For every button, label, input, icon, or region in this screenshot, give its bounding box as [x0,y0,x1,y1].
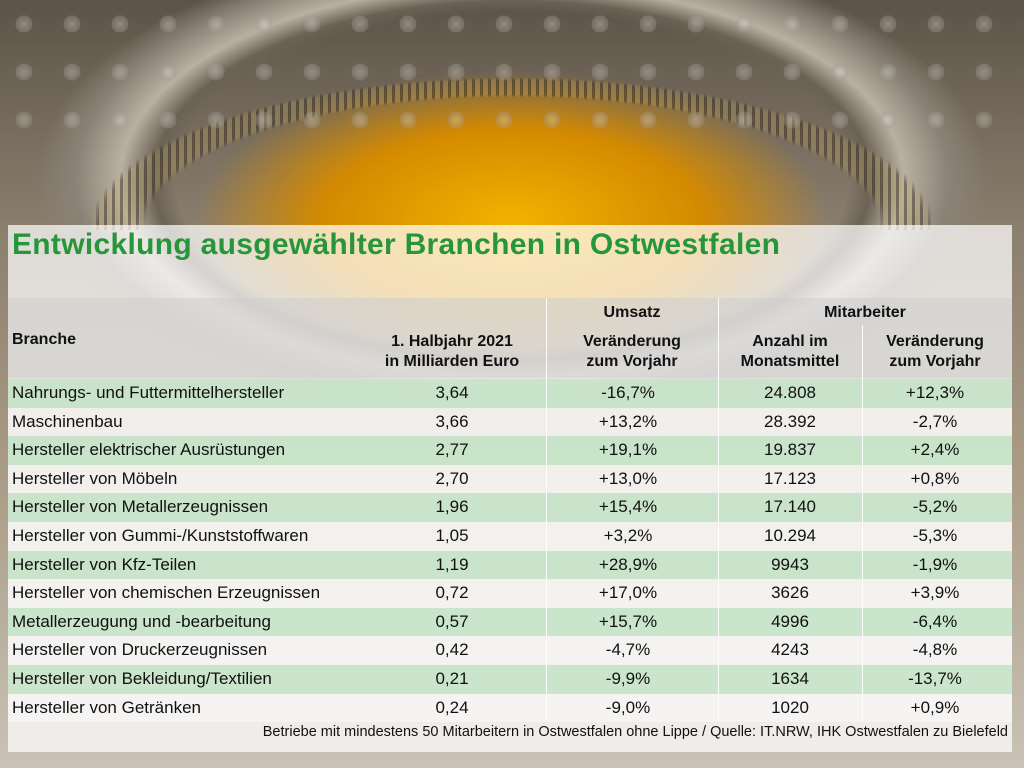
cell-branche: Hersteller von Metallerzeugnissen [12,497,269,517]
header-mitarbeiter-change: Veränderung zum Vorjahr [864,332,1006,372]
header-mitarbeiter-count: Anzahl im Monatsmittel [720,332,860,372]
cell-umsatz: 0,57 [435,611,469,631]
cell-branche: Nahrungs- und Futtermittelhersteller [12,383,285,402]
table-row: Hersteller von Kfz-Teilen 1,19 +28,9% 9943 -… [8,550,1012,580]
cell-mitarbeiter-change: +0,8% [910,468,960,488]
cell-branche: Maschinenbau [12,411,123,431]
table-row: Hersteller von Druckerzeugnissen 0,42 -4,7… [8,636,1012,665]
cell-mitarbeiter: 4243 [771,640,809,660]
header-line: Monatsmittel [740,353,840,370]
header-branche: Branche [12,331,77,348]
table-row: Nahrungs- und Futtermittelhersteller 3,64… [8,379,1012,408]
table-row: Hersteller von Bekleidung/Textilien 0,21 -… [8,665,1012,694]
cell-branche: Hersteller von Möbeln [12,468,178,488]
cell-mitarbeiter: 3626 [771,583,809,603]
cell-umsatz-change: +28,9% [598,554,658,574]
header-line: in Milliarden Euro [384,353,520,370]
cell-umsatz: 0,72 [435,583,469,603]
cell-mitarbeiter: 19.837 [764,440,816,460]
table-row: Hersteller elektrischer Ausrüstungen 2,77… [8,436,1012,465]
cell-mitarbeiter: 17.123 [764,468,816,488]
cell-umsatz: 0,21 [435,669,469,688]
cell-umsatz-change: -16,7% [601,383,655,402]
cell-umsatz: 1,96 [435,497,469,517]
cell-umsatz-change: +3,2% [603,526,653,545]
header-umsatz-change: Veränderung zum Vorjahr [548,332,716,372]
header-group-umsatz: Umsatz [603,304,661,321]
cell-mitarbeiter-change: +0,9% [910,697,960,717]
cell-umsatz: 2,70 [435,468,469,488]
cell-branche: Hersteller von Kfz-Teilen [12,554,197,574]
table-row: Metallerzeugung und -bearbeitung 0,57 +15,… [8,607,1012,637]
footnote-source: Betriebe mit mindestens 50 Mitarbeitern … [262,724,1008,740]
infographic-title: Entwicklung ausgewählter Branchen in Ost… [12,228,781,261]
header-line: Veränderung [583,333,681,350]
cell-mitarbeiter-change: -6,4% [912,611,958,631]
cell-mitarbeiter: 24.808 [764,383,816,402]
cell-umsatz-change: -4,7% [605,640,651,660]
cell-branche: Hersteller von chemischen Erzeugnissen [12,583,321,603]
column-divider [546,298,547,720]
cell-branche: Hersteller von Gummi-/Kunststoffwaren [12,526,309,545]
column-divider [862,325,863,720]
cell-umsatz-change: -9,0% [605,697,651,717]
cell-mitarbeiter-change: +12,3% [905,383,965,402]
cell-mitarbeiter: 1020 [771,697,809,717]
cell-mitarbeiter-change: -5,2% [912,497,958,517]
cell-mitarbeiter-change: -13,7% [908,669,962,688]
cell-mitarbeiter-change: -1,9% [912,554,958,574]
cell-mitarbeiter-change: -2,7% [912,411,958,431]
cell-umsatz-change: +13,2% [598,411,658,431]
cell-mitarbeiter-change: -5,3% [912,526,958,545]
cell-mitarbeiter: 17.140 [764,497,816,517]
header-line: Anzahl im [752,333,828,350]
cell-umsatz: 3,66 [435,411,469,431]
cell-umsatz: 0,24 [435,697,469,717]
header-umsatz-value: 1. Halbjahr 2021 in Milliarden Euro [366,332,538,372]
table-row: Maschinenbau 3,66 +13,2% 28.392 -2,7% [8,407,1012,437]
table-row: Hersteller von Metallerzeugnissen 1,96 +15… [8,493,1012,522]
cell-umsatz: 0,42 [435,640,469,660]
cell-branche: Hersteller von Bekleidung/Textilien [12,669,272,688]
table-row: Hersteller von chemischen Erzeugnissen 0,… [8,579,1012,608]
cell-mitarbeiter-change: -4,8% [912,640,958,660]
header-line: zum Vorjahr [586,353,678,370]
cell-mitarbeiter: 10.294 [764,526,816,545]
cell-mitarbeiter-change: +3,9% [910,583,960,603]
cell-umsatz-change: -9,9% [605,669,651,688]
cell-mitarbeiter-change: +2,4% [910,440,960,460]
cell-umsatz-change: +19,1% [598,440,658,460]
cell-branche: Metallerzeugung und -bearbeitung [12,611,271,631]
background-photo-bolts [0,0,1024,150]
cell-umsatz-change: +17,0% [598,583,658,603]
cell-mitarbeiter: 4996 [771,611,809,631]
header-group-mitarbeiter: Mitarbeiter [824,304,906,321]
header-line: zum Vorjahr [889,353,981,370]
table-row: Hersteller von Möbeln 2,70 +13,0% 17.123 +0,… [8,464,1012,494]
cell-branche: Hersteller von Druckerzeugnissen [12,640,268,660]
table-row: Hersteller von Gummi-/Kunststoffwaren 1,0… [8,522,1012,551]
cell-mitarbeiter: 28.392 [764,411,816,431]
table-row: Hersteller von Getränken 0,24 -9,0% 1020 +0,… [8,693,1012,723]
cell-branche: Hersteller von Getränken [12,697,201,717]
cell-umsatz: 1,05 [435,526,469,545]
table-header [8,298,1012,378]
header-line: 1. Halbjahr 2021 [391,333,513,350]
cell-umsatz-change: +13,0% [598,468,658,488]
cell-branche: Hersteller elektrischer Ausrüstungen [12,440,286,460]
column-divider [718,298,719,720]
cell-umsatz-change: +15,4% [598,497,658,517]
cell-umsatz: 3,64 [435,383,469,402]
header-line: Veränderung [886,333,984,350]
cell-umsatz: 2,77 [435,440,469,460]
cell-umsatz: 1,19 [435,554,469,574]
cell-umsatz-change: +15,7% [598,611,658,631]
cell-mitarbeiter: 1634 [771,669,809,688]
cell-mitarbeiter: 9943 [771,554,809,574]
background-photo-gear [0,0,1024,230]
